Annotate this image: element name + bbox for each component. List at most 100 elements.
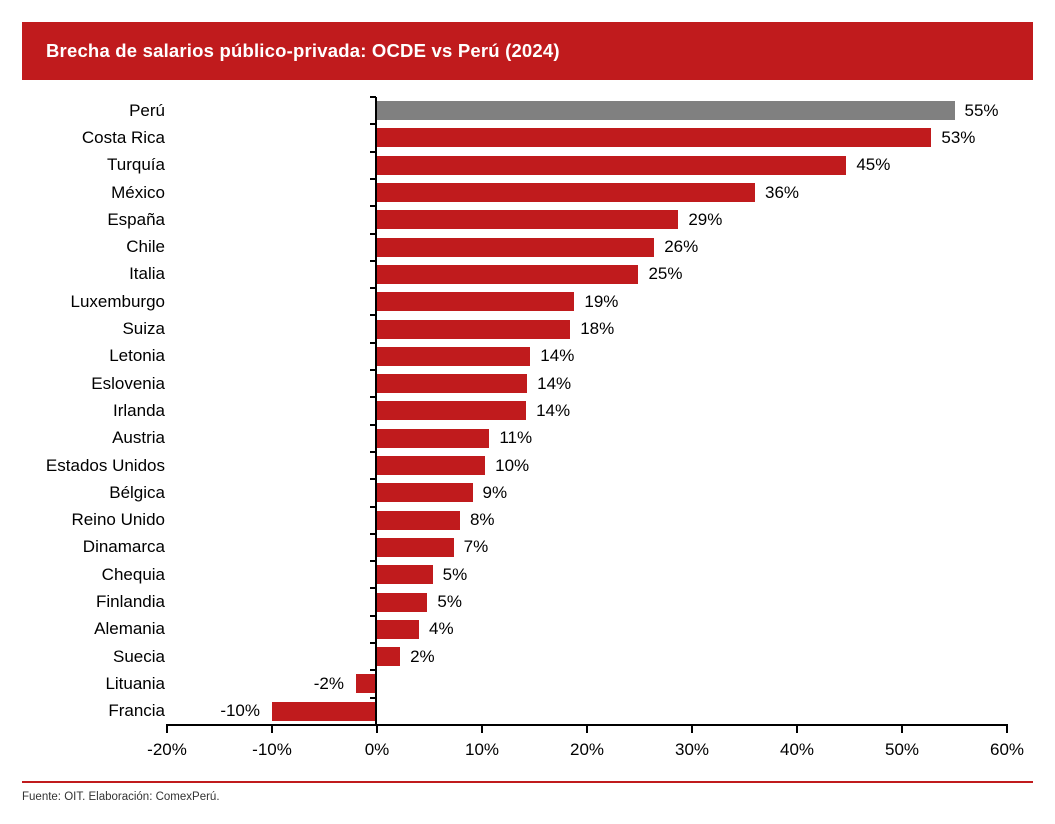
bar — [377, 537, 454, 557]
y-axis-tick — [370, 396, 376, 399]
y-axis-tick — [370, 478, 376, 481]
y-axis-tick — [370, 341, 376, 344]
bar-value-label: -10% — [220, 701, 260, 721]
bar — [356, 674, 377, 694]
x-axis-tick-label: -20% — [147, 740, 187, 759]
bar-value-label: 10% — [495, 455, 530, 475]
y-axis-tick — [370, 150, 376, 153]
bar — [377, 401, 527, 421]
bar — [272, 701, 377, 721]
x-axis-tick — [376, 726, 378, 733]
x-axis-tick — [271, 726, 273, 733]
bar-value-label: 14% — [537, 373, 572, 393]
category-label: Estados Unidos — [45, 455, 165, 475]
bar — [377, 374, 528, 394]
bar-value-label: 25% — [648, 264, 683, 284]
footer-divider-line — [22, 781, 1033, 783]
bar — [377, 155, 847, 175]
category-label: Bélgica — [109, 482, 165, 502]
chart-title: Brecha de salarios público-privada: OCDE… — [46, 40, 560, 61]
bar — [377, 619, 419, 639]
bar-value-label: 55% — [964, 100, 999, 120]
bar — [377, 565, 433, 585]
x-axis-tick-label: 0% — [364, 740, 390, 759]
bar — [377, 183, 755, 203]
category-label: Letonia — [109, 346, 165, 366]
bar — [377, 346, 531, 366]
category-label: Italia — [129, 264, 165, 284]
y-axis-tick — [370, 177, 376, 180]
bar-highlight — [377, 101, 955, 121]
bar-value-label: 36% — [765, 182, 800, 202]
y-axis-tick — [370, 205, 376, 208]
y-axis-line — [375, 97, 377, 725]
y-axis-tick — [370, 369, 376, 371]
x-axis-tick — [796, 726, 798, 733]
bar-value-label: 19% — [584, 291, 619, 311]
y-axis-tick — [370, 614, 376, 617]
bar-value-label: 18% — [580, 319, 615, 339]
bar — [377, 128, 932, 148]
bar-value-label: 53% — [941, 127, 976, 147]
y-axis-tick — [370, 642, 376, 644]
category-label: Lituania — [105, 673, 165, 693]
bar-value-label: 14% — [536, 400, 571, 420]
bar — [377, 456, 486, 476]
bar-value-label: 11% — [499, 428, 533, 448]
category-label: Reino Unido — [71, 510, 165, 530]
x-axis-tick — [586, 726, 588, 733]
category-label: Suiza — [122, 319, 165, 339]
x-axis-line — [166, 724, 1008, 726]
x-axis-tick-label: 10% — [464, 740, 500, 759]
y-axis-tick — [370, 259, 376, 262]
category-label: Luxemburgo — [70, 291, 165, 311]
bar — [377, 647, 401, 667]
y-axis-tick — [370, 505, 376, 508]
y-axis-tick — [370, 314, 376, 317]
x-axis-tick — [481, 726, 483, 733]
bar — [377, 510, 460, 530]
category-label: Eslovenia — [91, 373, 165, 393]
bar — [377, 264, 639, 284]
category-label: Austria — [112, 428, 165, 448]
bar — [377, 483, 473, 503]
bar — [377, 319, 571, 339]
bar-value-label: 8% — [469, 510, 495, 530]
chart-title-bar: Brecha de salarios público-privada: OCDE… — [22, 22, 1033, 80]
category-label: Perú — [129, 100, 165, 120]
bar — [377, 292, 575, 312]
x-axis-tick-label: -10% — [252, 740, 292, 759]
bar-value-label: -2% — [313, 673, 344, 693]
y-axis-tick — [370, 96, 376, 98]
y-axis-tick — [370, 669, 376, 672]
category-label: Chequia — [101, 564, 165, 584]
x-axis-tick — [166, 726, 168, 733]
y-axis-tick — [370, 423, 376, 426]
category-label: España — [107, 209, 165, 229]
category-label: Suecia — [113, 646, 165, 666]
x-axis-tick-label: 40% — [779, 740, 815, 759]
bar-value-label: 7% — [463, 537, 489, 557]
category-label: Alemania — [94, 619, 165, 639]
y-axis-tick — [370, 560, 376, 563]
bar-value-label: 26% — [664, 237, 699, 257]
category-label: Dinamarca — [82, 537, 165, 557]
x-axis-tick-label: 60% — [989, 740, 1025, 759]
category-label: Turquía — [107, 155, 165, 175]
y-axis-tick — [370, 287, 376, 290]
bar-value-label: 9% — [482, 482, 508, 502]
bar — [377, 428, 490, 448]
x-axis-tick — [1006, 726, 1008, 733]
category-label: Chile — [126, 237, 165, 257]
category-label: Irlanda — [113, 400, 165, 420]
y-axis-tick — [370, 587, 376, 590]
x-axis-tick — [901, 726, 903, 733]
y-axis-tick — [370, 450, 376, 453]
category-label: Costa Rica — [81, 127, 165, 147]
y-axis-tick — [370, 123, 376, 126]
y-axis-tick — [370, 232, 376, 235]
x-axis-tick-label: 50% — [884, 740, 920, 759]
x-axis-tick-label: 30% — [674, 740, 710, 759]
category-label: Francia — [108, 701, 165, 721]
